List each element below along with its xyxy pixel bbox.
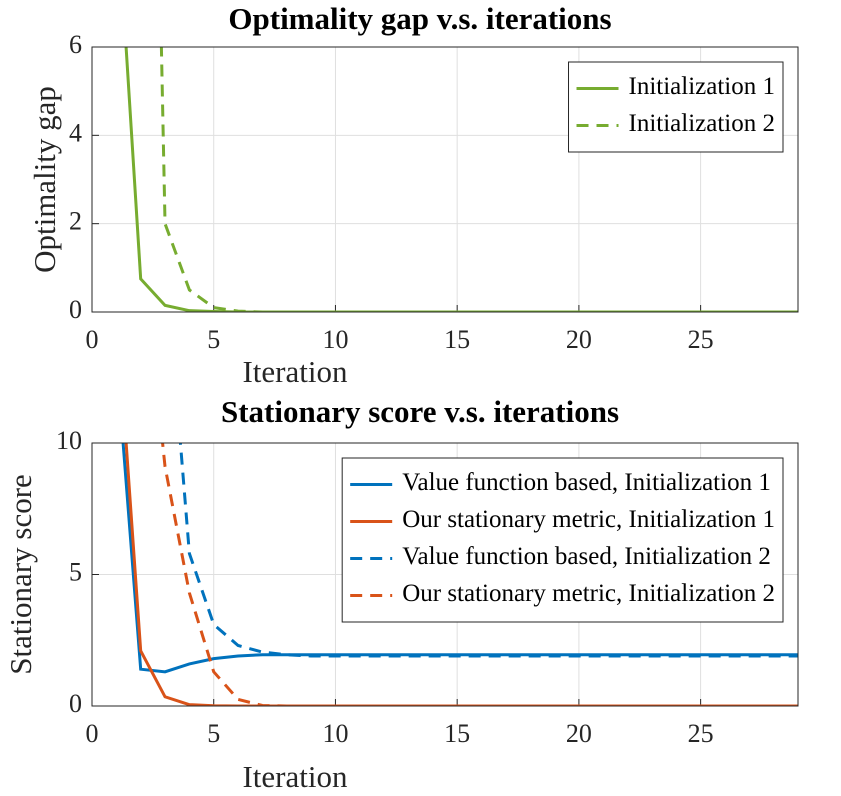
- y-axis-label: Optimality gap: [27, 86, 62, 273]
- x-axis-label: Iteration: [242, 759, 348, 794]
- legend-box: [568, 61, 784, 153]
- axes-box: [91, 442, 799, 707]
- y-tick-label: 5: [69, 557, 82, 586]
- data-line: [178, 443, 798, 658]
- x-tick-label: 25: [688, 719, 714, 748]
- y-axis-label: Stationary score: [3, 474, 38, 675]
- x-tick-label: 10: [322, 325, 348, 354]
- legend-label: Our stationary metric, Initialization 1: [402, 506, 775, 533]
- x-tick-label: 5: [207, 325, 220, 354]
- y-tick-label: 10: [56, 426, 82, 455]
- legend-label: Initialization 1: [629, 73, 775, 100]
- x-tick-label: 0: [86, 325, 99, 354]
- x-tick-label: 25: [688, 325, 714, 354]
- legend: Initialization 1 Initialization 2: [568, 61, 784, 153]
- legend-label: Value function based, Initialization 2: [402, 543, 771, 570]
- chart-title: Optimality gap v.s. iterations: [228, 1, 611, 36]
- y-tick-label: 4: [69, 118, 82, 147]
- y-tick-label: 2: [69, 207, 82, 236]
- x-axis-label: Iteration: [242, 354, 348, 389]
- y-tick-label: 0: [69, 689, 82, 718]
- x-tick-label: 20: [566, 325, 592, 354]
- x-tick-label: 0: [86, 719, 99, 748]
- x-tick-label: 10: [322, 719, 348, 748]
- data-line: [161, 443, 798, 706]
- legend-box: [341, 457, 784, 623]
- axes-box: [91, 46, 799, 313]
- chart-title: Stationary score v.s. iterations: [221, 394, 619, 429]
- legend-label: Initialization 2: [629, 110, 775, 137]
- legend-label: Value function based, Initialization 1: [402, 469, 771, 496]
- x-tick-label: 5: [207, 719, 220, 748]
- x-tick-label: 15: [444, 325, 470, 354]
- x-tick-label: 15: [444, 719, 470, 748]
- y-tick-label: 6: [69, 30, 82, 59]
- legend-label: Our stationary metric, Initialization 2: [402, 580, 775, 607]
- x-tick-label: 20: [566, 719, 592, 748]
- y-tick-label: 0: [69, 295, 82, 324]
- legend: Value function based, Initialization 1 Ou…: [341, 457, 784, 623]
